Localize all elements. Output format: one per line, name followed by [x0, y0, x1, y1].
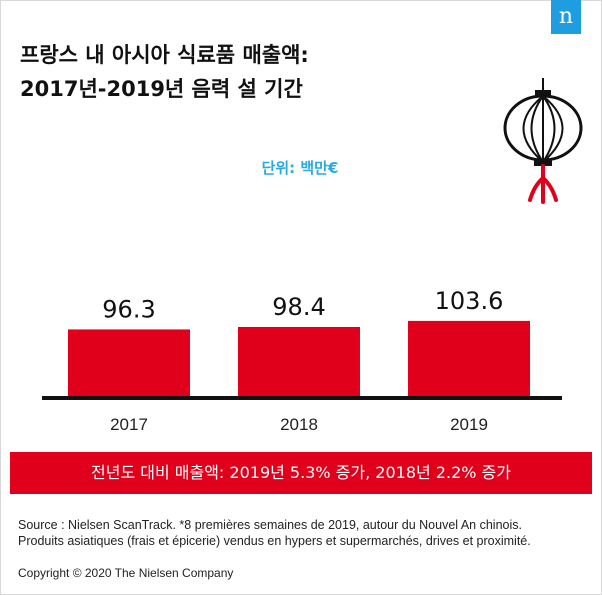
source-line-1: Source : Nielsen ScanTrack. *8 premières…: [18, 518, 522, 532]
source-line-2: Produits asiatiques (frais et épicerie) …: [18, 534, 531, 548]
bar-2018: [238, 326, 360, 396]
value-label-2019: 103.6: [435, 287, 504, 315]
value-label-2017: 96.3: [102, 295, 155, 323]
paper-lantern-icon: [503, 78, 583, 204]
x-tick-2019: 2019: [450, 415, 488, 434]
x-tick-2018: 2018: [280, 415, 318, 434]
source-note: Source : Nielsen ScanTrack. *8 premières…: [18, 517, 598, 549]
chart-title: 프랑스 내 아시아 식료품 매출액: 2017년-2019년 음력 설 기간: [20, 38, 309, 106]
title-line-1: 프랑스 내 아시아 식료품 매출액:: [20, 43, 309, 67]
copyright-text: Copyright © 2020 The Nielsen Company: [18, 566, 234, 580]
bar-2017: [68, 329, 190, 396]
title-line-2: 2017년-2019년 음력 설 기간: [20, 77, 303, 101]
bars-layer: 96.3 2017 98.4 2018 103.6 2019: [68, 287, 530, 434]
unit-label: 단위: 백만€: [261, 159, 339, 177]
bar-2019: [408, 320, 530, 396]
x-tick-2017: 2017: [110, 415, 148, 434]
value-label-2018: 98.4: [272, 293, 325, 321]
bar-chart: 96.3 2017 98.4 2018 103.6 2019: [42, 287, 562, 434]
growth-banner: 전년도 대비 매출액: 2019년 5.3% 증가, 2018년 2.2% 증가: [10, 452, 592, 494]
nielsen-logo-icon: n: [551, 0, 581, 34]
